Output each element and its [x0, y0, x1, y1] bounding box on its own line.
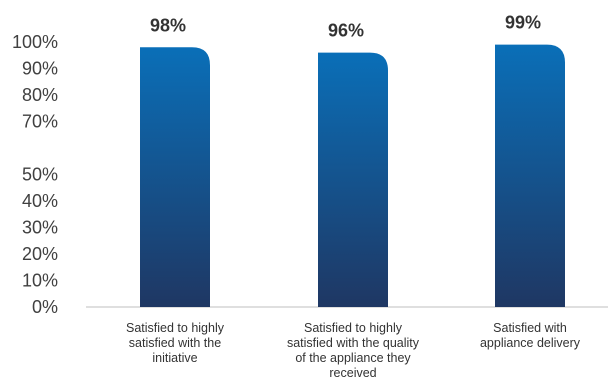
- bar: [495, 44, 565, 308]
- y-tick-label: 100%: [12, 32, 58, 52]
- y-tick-label: 70%: [22, 112, 58, 132]
- x-category-label-line: Satisfied with: [493, 321, 567, 335]
- y-tick-label: 0%: [32, 297, 58, 317]
- y-tick-label: 30%: [22, 218, 58, 238]
- y-tick-label: 10%: [22, 271, 58, 291]
- bars: [140, 44, 565, 308]
- x-category-label: Satisfied to highly satisfied with the ini…: [126, 321, 225, 365]
- x-category-label-line: Satisfied to highly: [304, 321, 403, 335]
- x-category-label-line: satisfied with the: [129, 336, 221, 350]
- data-labels: 98% 96% 99%: [150, 13, 541, 41]
- x-category-label: Satisfied with appliance delivery: [480, 321, 581, 350]
- y-tick-label: 50%: [22, 165, 58, 185]
- y-axis: 0% 10% 20% 30% 40% 50% 70% 80% 90% 100%: [12, 32, 58, 317]
- x-category-label: Satisfied to highly satisfied with the qu…: [287, 321, 420, 380]
- x-category-label-line: initiative: [152, 351, 197, 365]
- data-label: 99%: [505, 13, 541, 33]
- y-tick-label: 40%: [22, 191, 58, 211]
- y-tick-label: 80%: [22, 85, 58, 105]
- x-category-label-line: received: [329, 366, 376, 380]
- x-category-label-line: of the appliance they: [295, 351, 411, 365]
- x-category-label-line: Satisfied to highly: [126, 321, 225, 335]
- y-tick-label: 90%: [22, 59, 58, 79]
- data-label: 96%: [328, 21, 364, 41]
- bar: [318, 52, 388, 307]
- x-category-label-line: appliance delivery: [480, 336, 581, 350]
- bar: [140, 47, 210, 308]
- x-axis: Satisfied to highly satisfied with the ini…: [126, 321, 581, 380]
- y-tick-label: 20%: [22, 244, 58, 264]
- x-category-label-line: satisfied with the quality: [287, 336, 420, 350]
- data-label: 98%: [150, 15, 186, 35]
